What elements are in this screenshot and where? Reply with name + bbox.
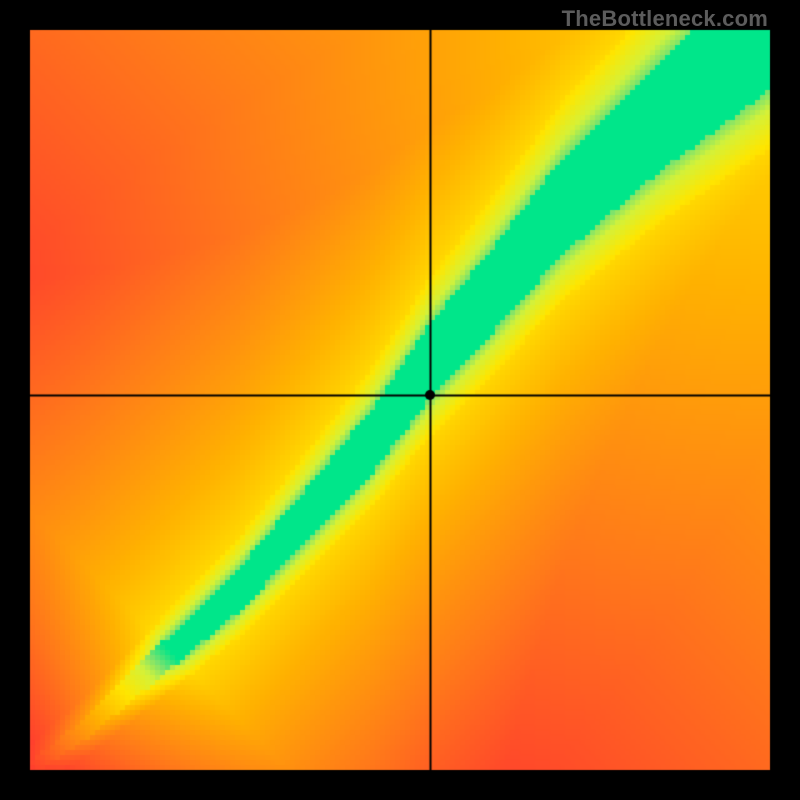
watermark-label: TheBottleneck.com (562, 6, 768, 32)
bottleneck-heatmap (0, 0, 800, 800)
chart-container: TheBottleneck.com (0, 0, 800, 800)
